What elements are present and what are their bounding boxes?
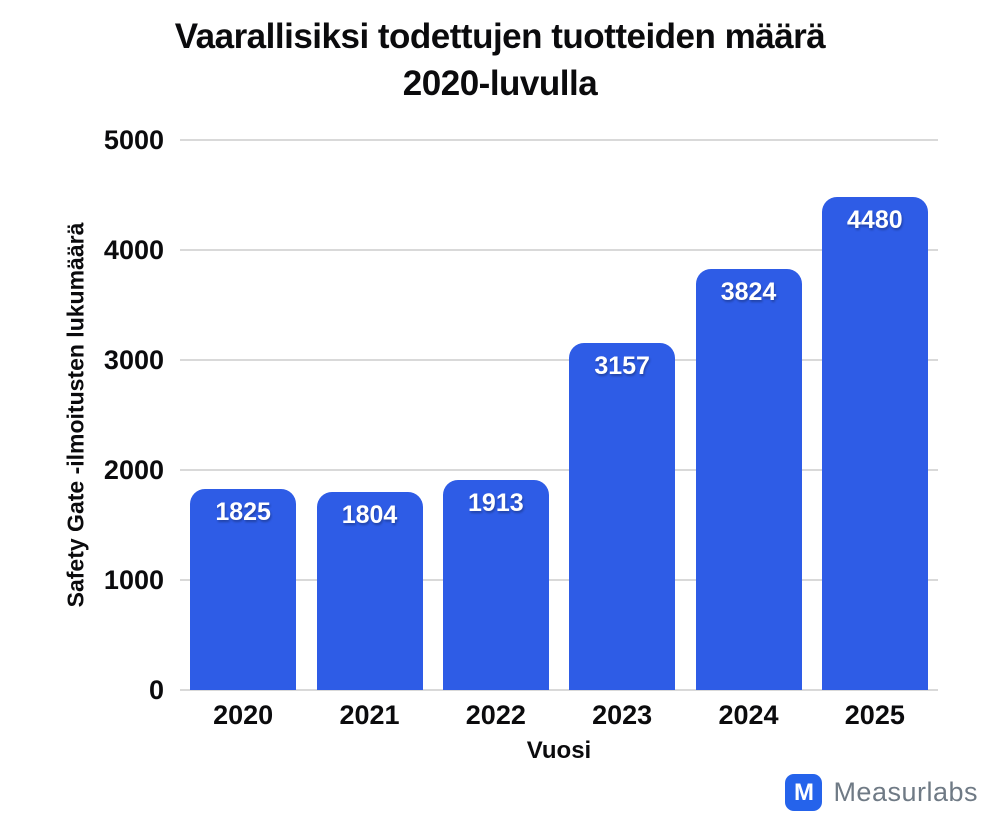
y-tick-label-0: 0 [148,675,164,705]
gridline-3000 [180,359,938,361]
gridline-0 [180,689,938,691]
bar-2020: 1825 [190,489,297,690]
bar-value-label-2020: 1825 [215,498,271,527]
bar-value-label-2024: 3824 [720,278,777,307]
bar-value-label-2021: 1804 [341,500,398,529]
x-tick-label-2025: 2025 [844,700,905,730]
x-tick-label-2020: 2020 [213,700,274,730]
y-tick-label-4000: 4000 [103,235,164,265]
x-tick-label-2022: 2022 [465,700,526,730]
bar-2025: 4480 [821,197,928,690]
measurlabs-logo-icon: M [785,774,823,811]
gridline-4000 [180,249,938,251]
gridline-2000 [180,469,938,471]
gridline-1000 [180,579,938,581]
x-tick-label-2023: 2023 [592,700,653,730]
x-tick-label-2021: 2021 [339,700,400,730]
bar-value-label-2023: 3157 [594,351,650,380]
y-tick-label-3000: 3000 [103,345,164,375]
bar-2023: 3157 [569,342,676,690]
y-axis-title: Safety Gate -ilmoitusten lukumäärä [62,222,89,608]
chart-title-line-1: Vaarallisiksi todettujen tuotteiden määr… [174,17,826,56]
bar-value-label-2025: 4480 [847,206,903,235]
y-tick-label-2000: 2000 [103,455,164,485]
measurlabs-logo-text: Measurlabs [833,777,978,807]
x-axis-title: Vuosi [526,737,592,764]
bar-2021: 1804 [316,491,423,690]
chart-title: Vaarallisiksi todettujen tuotteiden määr… [0,14,1000,107]
y-tick-label-5000: 5000 [103,125,164,155]
y-tick-label-1000: 1000 [103,565,164,595]
chart-title-line-2: 2020-luvulla [402,63,598,103]
bar-value-label-2022: 1913 [468,488,524,517]
gridline-5000 [180,139,938,141]
bar-2024: 3824 [695,269,802,690]
bar-2022: 1913 [442,479,549,690]
x-tick-label-2024: 2024 [718,700,779,730]
plot-area: 1825 1804 1913 3157 3824 4480 [180,139,938,691]
brand-logo: M Measurlabs [785,774,978,811]
